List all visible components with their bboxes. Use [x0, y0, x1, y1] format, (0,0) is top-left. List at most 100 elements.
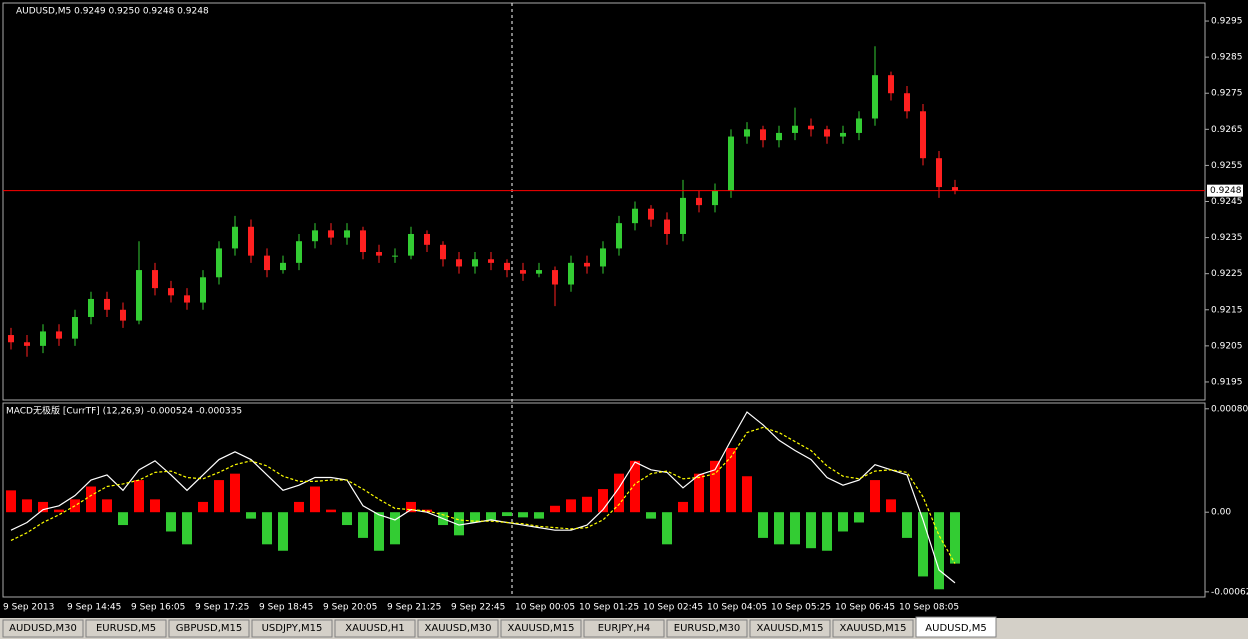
x-tick-label: 9 Sep 20:05 [323, 603, 377, 613]
histogram-bar [822, 512, 832, 551]
candle-body [888, 75, 894, 94]
y-tick-label: 0.9235 [1211, 233, 1243, 243]
histogram-bar [598, 489, 608, 513]
candle-body [216, 248, 222, 278]
tab-label[interactable]: XAUUSD,M30 [425, 623, 492, 634]
y-tick-label: 0.9245 [1211, 197, 1243, 207]
x-tick-label: 9 Sep 21:25 [387, 603, 441, 613]
candle-body [8, 335, 14, 343]
histogram-bar [326, 509, 336, 513]
last-price-label: 0.9248 [1210, 186, 1242, 196]
candle-body [168, 288, 174, 296]
candle-body [536, 270, 542, 274]
x-tick-label: 9 Sep 16:05 [131, 603, 185, 613]
x-tick-label: 9 Sep 2013 [3, 603, 54, 613]
histogram-bar [342, 512, 352, 526]
tab-label[interactable]: EURJPY,H4 [598, 623, 651, 634]
y-tick-label: 0.000805 [1211, 404, 1248, 414]
tab[interactable] [832, 619, 914, 638]
x-tick-label: 9 Sep 17:25 [195, 603, 249, 613]
tab[interactable] [85, 619, 167, 638]
candle-body [200, 277, 206, 303]
tab-label[interactable]: USDJPY,M15 [262, 623, 323, 634]
x-tick-label: 10 Sep 01:25 [579, 603, 639, 613]
histogram-bar [54, 509, 64, 513]
tab[interactable] [334, 619, 416, 638]
histogram-bar [582, 496, 592, 513]
tab[interactable] [2, 619, 84, 638]
tab-label[interactable]: XAUUSD,H1 [345, 623, 404, 634]
candle-body [840, 132, 846, 137]
candle-body [920, 111, 926, 159]
tab-label[interactable]: XAUUSD,M15 [757, 623, 824, 634]
y-tick-label: 0.9205 [1211, 341, 1243, 351]
tab-label[interactable]: XAUUSD,M15 [840, 623, 907, 634]
histogram-bar [870, 480, 880, 513]
candle-body [184, 295, 190, 303]
histogram-bar [950, 512, 960, 564]
candle-body [248, 226, 254, 256]
candle-body [600, 248, 606, 267]
candle-body [760, 129, 766, 141]
candle-body [680, 197, 686, 234]
tab-label[interactable]: AUDUSD,M5 [925, 623, 986, 634]
histogram-bar [102, 499, 112, 513]
histogram-bar [774, 512, 784, 545]
tab[interactable] [583, 619, 665, 638]
candle-body [936, 158, 942, 188]
candle-body [312, 230, 318, 242]
candle-body [328, 230, 334, 238]
candle-body [792, 125, 798, 133]
tab[interactable] [500, 619, 582, 638]
candle-body [904, 93, 910, 112]
histogram-bar [134, 480, 144, 513]
candle-body [424, 233, 430, 245]
candle-body [376, 252, 382, 256]
histogram-bar [310, 486, 320, 513]
histogram-bar [694, 473, 704, 513]
candle-body [72, 316, 78, 339]
histogram-bar [374, 512, 384, 551]
tab-label[interactable]: AUDUSD,M30 [9, 623, 77, 634]
tab[interactable] [251, 619, 333, 638]
candle-body [696, 197, 702, 206]
histogram-bar [646, 512, 656, 519]
y-tick-label: 0.9295 [1211, 17, 1243, 27]
histogram-bar [358, 512, 368, 538]
histogram-bar [518, 512, 528, 518]
histogram-bar [182, 512, 192, 545]
histogram-bar [614, 473, 624, 513]
candle-body [520, 270, 526, 274]
histogram-bar [886, 499, 896, 513]
x-tick-label: 10 Sep 05:25 [771, 603, 831, 613]
tab[interactable] [168, 619, 250, 638]
histogram-bar [262, 512, 272, 545]
candle-body [744, 129, 750, 137]
x-tick-label: 9 Sep 18:45 [259, 603, 313, 613]
histogram-bar [726, 447, 736, 513]
histogram-bar [422, 509, 432, 513]
tab[interactable] [749, 619, 831, 638]
tab[interactable] [417, 619, 499, 638]
tab-label[interactable]: GBPUSD,M15 [176, 623, 243, 634]
histogram-bar [150, 499, 160, 513]
candle-body [472, 259, 478, 267]
histogram-bar [38, 501, 48, 513]
tab-label[interactable]: XAUUSD,M15 [508, 623, 575, 634]
histogram-bar [566, 499, 576, 513]
macd-frame [2, 402, 1206, 598]
histogram-bar [550, 505, 560, 513]
tab[interactable] [666, 619, 748, 638]
tab-label[interactable]: EURUSD,M30 [674, 623, 740, 634]
candle-body [408, 233, 414, 256]
tab[interactable] [915, 616, 997, 638]
candle-body [552, 270, 558, 285]
candle-body [808, 125, 814, 130]
histogram-bar [166, 512, 176, 532]
histogram-bar [662, 512, 672, 545]
tab-label[interactable]: EURUSD,M5 [96, 623, 156, 634]
candle-body [456, 259, 462, 267]
histogram-bar [6, 490, 16, 513]
candle-body [280, 262, 286, 271]
